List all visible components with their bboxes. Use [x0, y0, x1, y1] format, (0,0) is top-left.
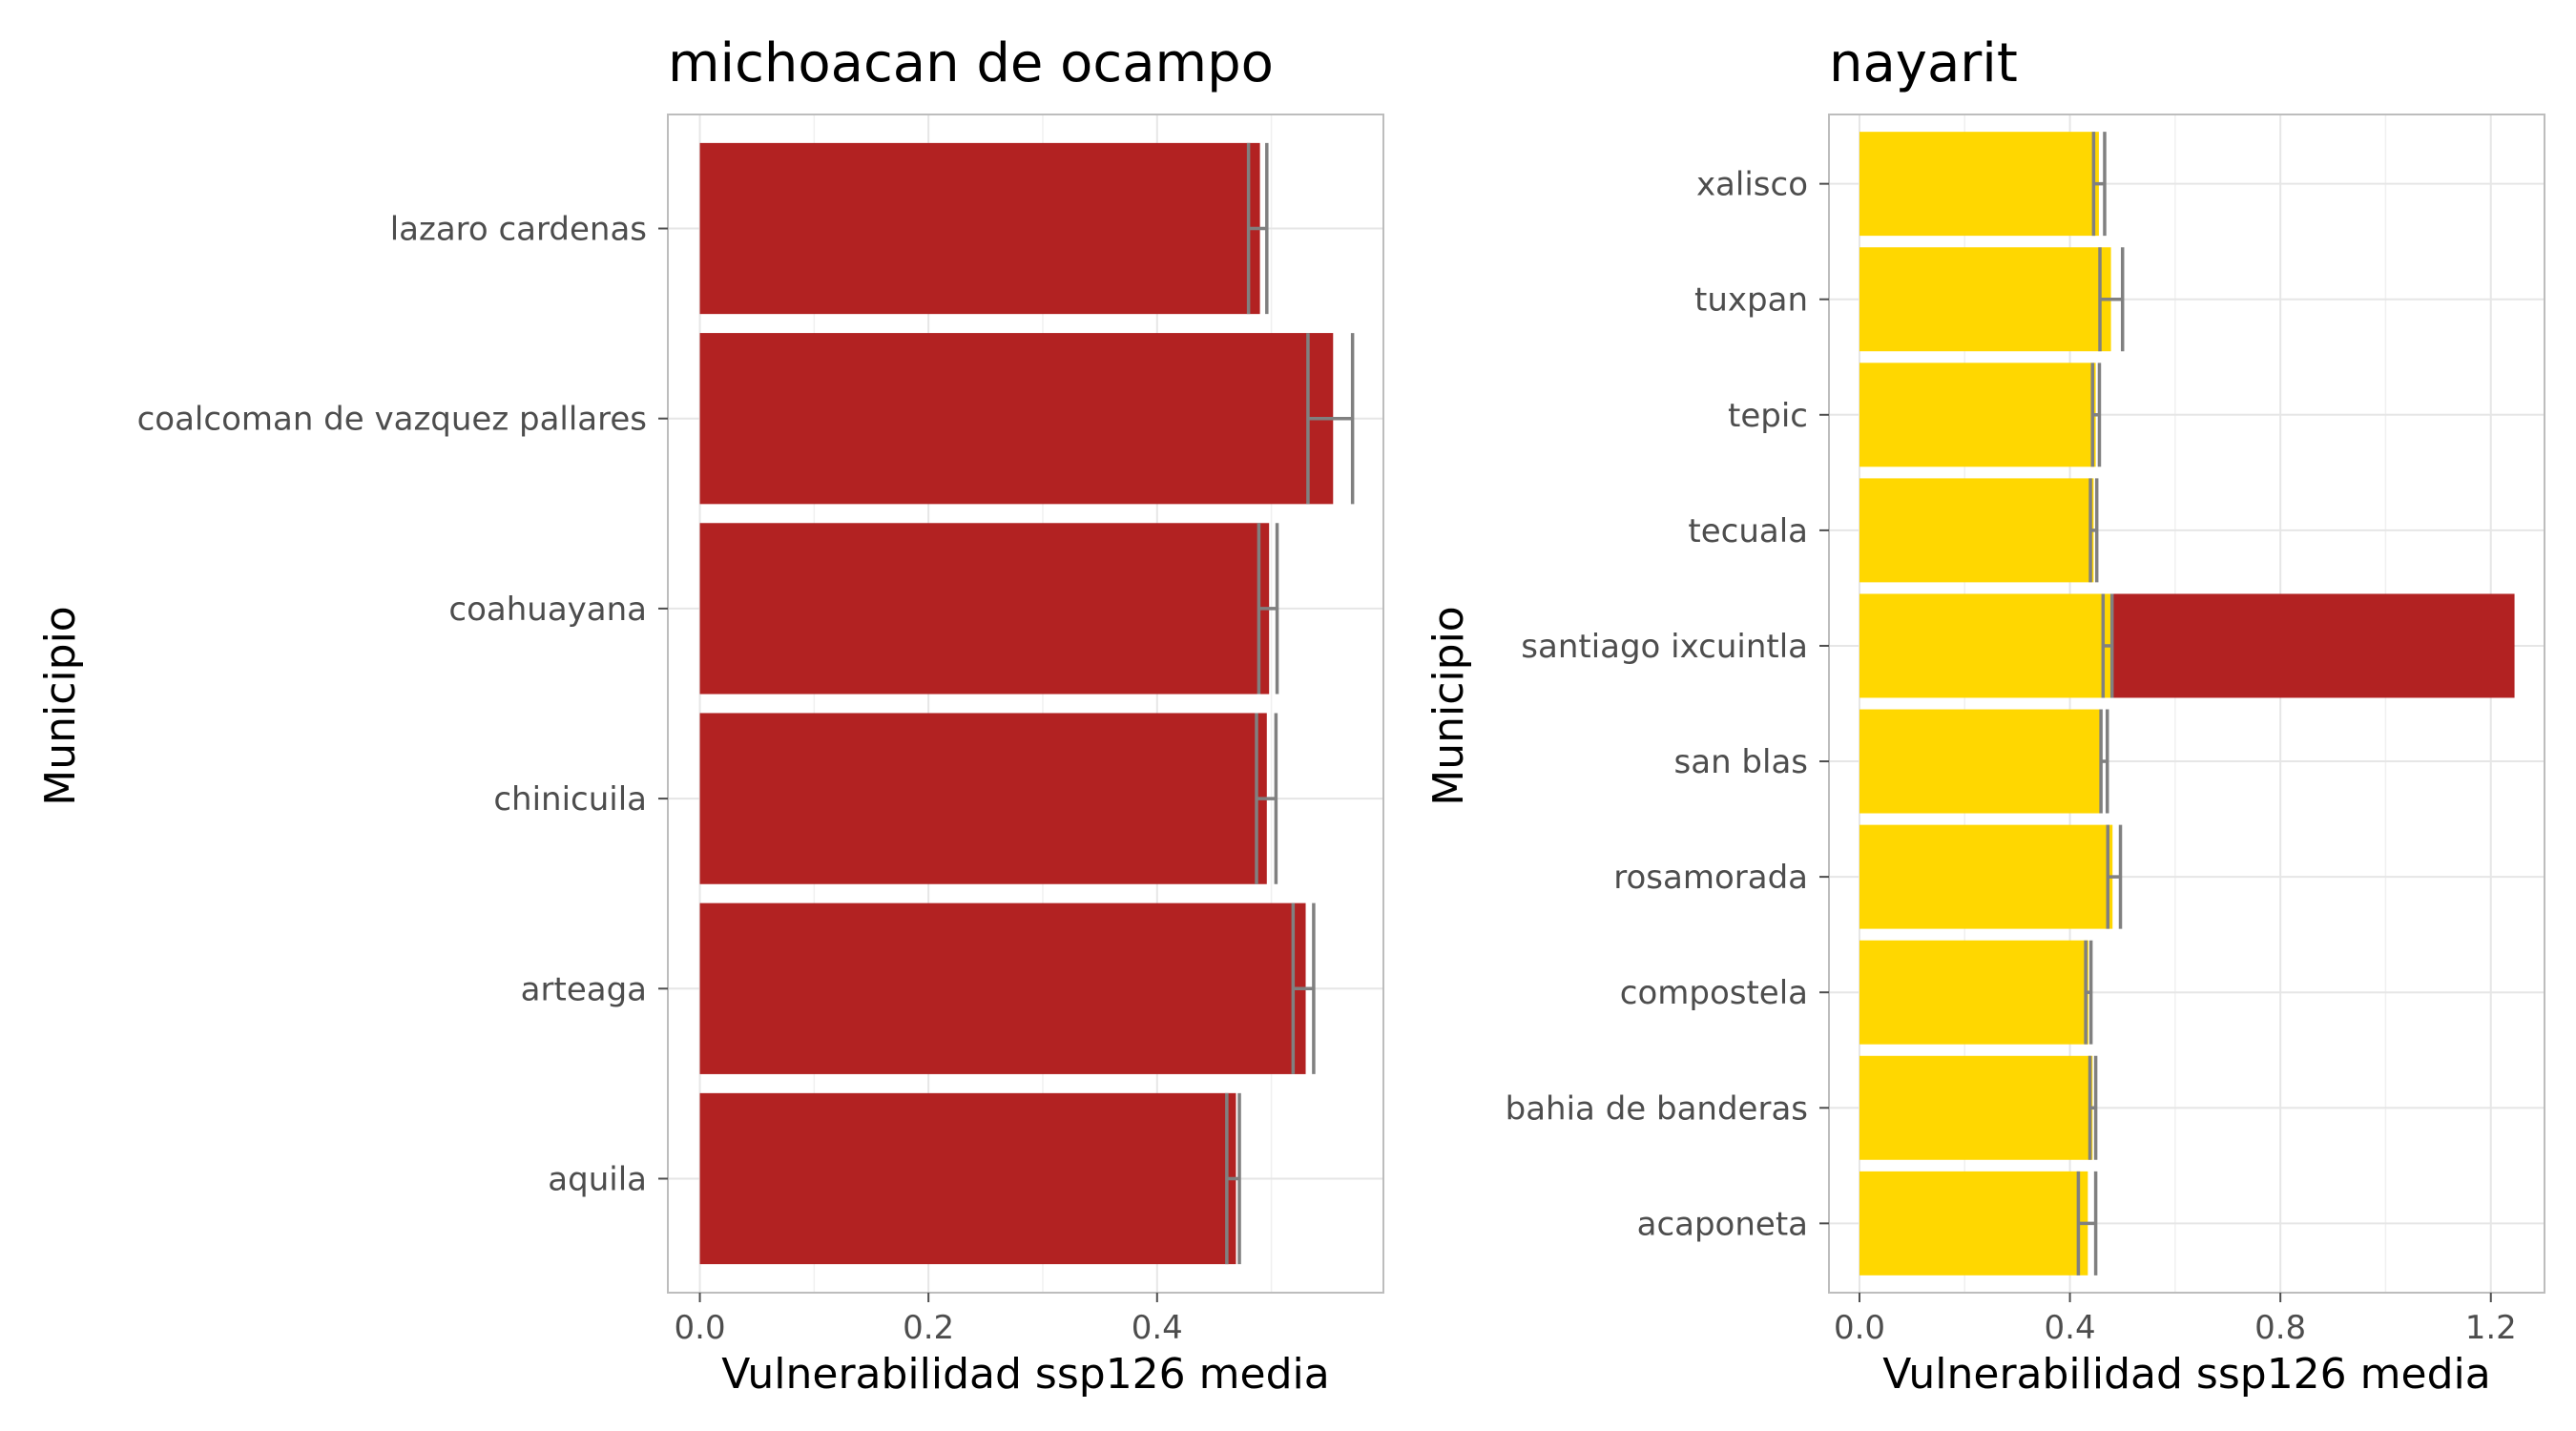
x-tick-label: 0.0	[1834, 1309, 1885, 1347]
bar	[1859, 1055, 2093, 1160]
x-tick-label: 0.0	[675, 1309, 726, 1347]
bar	[1859, 478, 2094, 583]
y-tick-label: arteaga	[521, 970, 647, 1008]
bar	[699, 902, 1306, 1074]
x-axis-title: Vulnerabilidad ssp126 media	[721, 1350, 1329, 1399]
y-tick-label: xalisco	[1696, 166, 1808, 204]
y-tick-label: santiago ixcuintla	[1521, 628, 1808, 666]
bar	[1859, 593, 2111, 698]
bar	[1859, 1171, 2088, 1275]
x-tick-label: 1.2	[2465, 1309, 2517, 1347]
y-tick-label: aquila	[548, 1160, 647, 1198]
bar	[1859, 709, 2102, 814]
bar	[699, 142, 1260, 315]
panel-border	[1828, 114, 2545, 1294]
bar	[699, 333, 1334, 505]
chart-panel-nayarit: nayarit Vulnerabilidad ssp126 media Muni…	[1424, 32, 2545, 1399]
x-axis-title: Vulnerabilidad ssp126 media	[1882, 1350, 2490, 1399]
bar	[1859, 363, 2096, 467]
y-tick-label: tuxpan	[1694, 281, 1808, 320]
y-axis-title: Municipio	[36, 606, 85, 805]
bar	[699, 713, 1267, 884]
y-axis-title: Municipio	[1424, 606, 1473, 805]
bar	[1859, 824, 2113, 929]
bar	[1859, 132, 2099, 237]
y-tick-label: coalcoman de vazquez pallares	[137, 401, 647, 439]
y-tick-label: tecuala	[1688, 512, 1808, 550]
bar	[1859, 247, 2111, 352]
y-tick-label: san blas	[1674, 743, 1808, 781]
y-tick-label: coahuayana	[448, 591, 647, 629]
bar	[2110, 593, 2515, 698]
y-tick-label: bahia de banderas	[1506, 1089, 1808, 1128]
y-tick-label: lazaro cardenas	[390, 211, 647, 249]
y-tick-label: rosamorada	[1613, 859, 1808, 897]
bar	[1859, 940, 2088, 1045]
y-tick-label: acaponeta	[1637, 1205, 1808, 1243]
x-tick-label: 0.4	[1132, 1309, 1183, 1347]
x-tick-label: 0.8	[2254, 1309, 2306, 1347]
panel-border	[667, 114, 1384, 1294]
y-tick-label: compostela	[1620, 974, 1808, 1012]
y-tick-label: tepic	[1728, 397, 1808, 435]
panel-title: michoacan de ocampo	[668, 32, 1274, 94]
y-tick-label: chinicuila	[493, 780, 647, 819]
chart-panel-michoacan: michoacan de ocampo Vulnerabilidad ssp12…	[36, 32, 1384, 1399]
bar	[699, 1092, 1236, 1265]
x-tick-label: 0.2	[903, 1309, 954, 1347]
x-tick-label: 0.4	[2045, 1309, 2096, 1347]
bar	[699, 523, 1270, 695]
panel-title: nayarit	[1829, 32, 2018, 94]
